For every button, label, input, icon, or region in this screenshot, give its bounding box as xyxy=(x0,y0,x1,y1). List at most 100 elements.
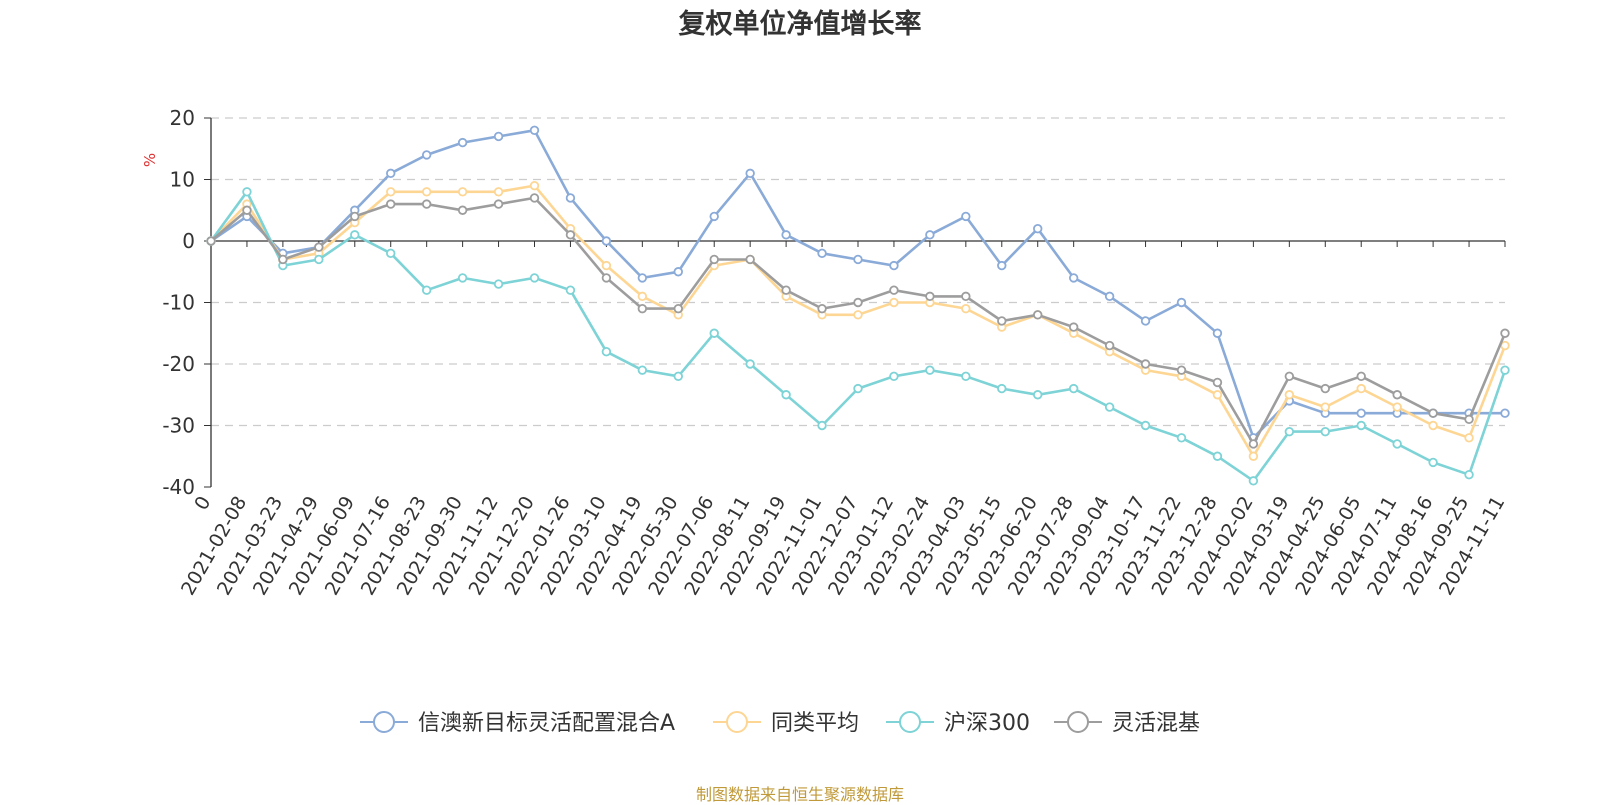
data-point xyxy=(1320,383,1330,394)
data-point xyxy=(889,260,899,271)
data-point xyxy=(961,211,971,222)
data-point xyxy=(601,236,612,246)
data-point xyxy=(242,187,252,197)
y-tick-label: -40 xyxy=(162,475,195,499)
data-point xyxy=(997,260,1007,271)
data-point xyxy=(817,420,827,431)
data-point xyxy=(745,168,755,179)
data-point xyxy=(457,137,468,148)
data-point xyxy=(1428,408,1438,418)
legend-marker xyxy=(899,711,921,733)
data-point xyxy=(1212,377,1223,388)
data-point xyxy=(1428,420,1438,431)
data-point xyxy=(314,242,324,252)
data-point xyxy=(1500,365,1510,375)
data-point xyxy=(961,291,971,302)
y-tick-label: 10 xyxy=(170,168,195,192)
y-tick-label: -30 xyxy=(162,414,195,438)
data-point xyxy=(457,187,468,197)
data-point xyxy=(1248,451,1259,461)
data-point xyxy=(1320,426,1330,437)
data-point xyxy=(386,248,396,258)
data-point xyxy=(601,347,612,357)
data-point xyxy=(637,365,648,375)
data-point xyxy=(853,254,863,265)
data-point xyxy=(673,267,683,277)
data-point xyxy=(1212,451,1223,461)
data-point xyxy=(565,285,576,295)
data-point xyxy=(709,211,719,222)
data-point xyxy=(853,297,863,308)
data-point xyxy=(781,390,791,400)
data-point xyxy=(1248,476,1259,486)
data-point xyxy=(1033,390,1043,400)
y-tick-label: 20 xyxy=(170,106,195,130)
data-point xyxy=(421,150,432,160)
data-point xyxy=(853,383,863,394)
data-point xyxy=(529,273,540,283)
data-point xyxy=(386,168,396,179)
data-point xyxy=(997,316,1007,326)
data-point xyxy=(1356,420,1366,431)
data-point xyxy=(493,199,504,209)
data-point xyxy=(637,303,648,314)
data-point xyxy=(457,205,468,215)
data-point xyxy=(1500,328,1510,338)
data-point xyxy=(1320,402,1330,412)
data-point xyxy=(1284,390,1295,400)
data-point xyxy=(853,310,863,320)
y-tick-label: -10 xyxy=(162,291,195,315)
data-point xyxy=(1140,359,1151,369)
data-point xyxy=(637,273,648,283)
data-point xyxy=(745,359,755,369)
data-point xyxy=(1140,316,1151,326)
data-point xyxy=(889,285,899,295)
data-point xyxy=(961,371,971,381)
y-axis-unit: % xyxy=(141,153,159,167)
data-point xyxy=(1500,408,1510,418)
data-point xyxy=(817,303,827,314)
data-point xyxy=(493,131,504,142)
legend-marker xyxy=(726,711,748,733)
data-point xyxy=(961,303,971,314)
data-point xyxy=(1104,340,1115,351)
data-point xyxy=(1212,328,1223,338)
data-point xyxy=(673,371,683,381)
data-point xyxy=(1392,402,1402,412)
x-tick-label: 0 xyxy=(190,493,215,514)
data-point xyxy=(1464,470,1474,480)
data-point xyxy=(421,285,432,295)
data-point xyxy=(1392,439,1402,449)
data-point xyxy=(1176,365,1187,375)
series-line-2 xyxy=(209,190,1507,483)
data-point xyxy=(314,254,324,265)
data-point xyxy=(565,230,576,240)
data-point xyxy=(709,254,719,265)
legend-label: 沪深300 xyxy=(944,711,1030,736)
data-point xyxy=(529,180,540,191)
data-point xyxy=(1068,273,1079,283)
data-point xyxy=(781,285,791,295)
data-point xyxy=(1356,383,1366,394)
data-point xyxy=(1140,420,1151,431)
data-point xyxy=(1428,457,1438,468)
data-point xyxy=(1033,310,1043,320)
data-point xyxy=(1176,297,1187,308)
data-point xyxy=(601,273,612,283)
data-point xyxy=(350,230,360,240)
data-point xyxy=(889,371,899,381)
data-point xyxy=(781,230,791,240)
data-point xyxy=(242,205,252,215)
data-point xyxy=(1176,433,1187,443)
data-point xyxy=(1104,291,1115,302)
data-point xyxy=(1068,322,1079,332)
series-line-1 xyxy=(210,184,1507,458)
data-point xyxy=(1464,433,1474,443)
data-point xyxy=(565,193,576,203)
data-point xyxy=(997,383,1007,394)
legend-marker xyxy=(1067,711,1089,733)
data-point xyxy=(529,125,540,135)
data-point xyxy=(1356,408,1366,418)
data-point xyxy=(1248,439,1259,449)
